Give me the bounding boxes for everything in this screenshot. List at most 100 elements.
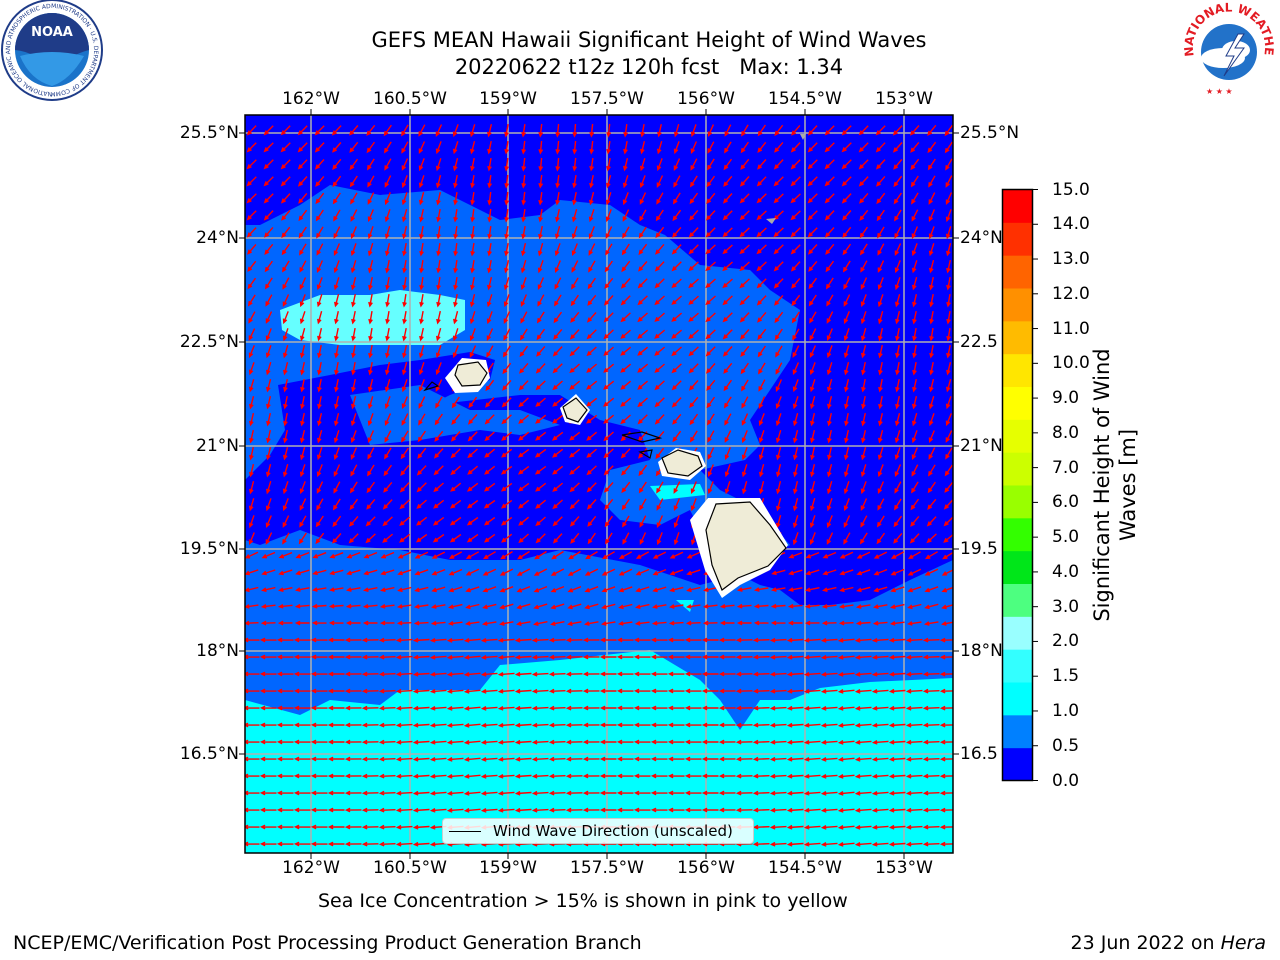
wind-arrow — [317, 328, 323, 342]
wind-arrow — [314, 159, 325, 170]
wind-arrow — [876, 175, 886, 187]
wind-arrow — [826, 328, 833, 341]
wind-arrow — [907, 586, 922, 593]
wind-arrow — [384, 175, 392, 188]
wind-arrow — [265, 498, 272, 512]
wind-arrow — [616, 790, 634, 796]
wind-arrow — [535, 431, 547, 441]
wind-arrow — [554, 243, 561, 257]
wind-arrow — [639, 175, 646, 189]
wind-arrow — [484, 414, 495, 425]
wind-arrow — [707, 141, 715, 154]
wind-arrow — [414, 569, 429, 576]
footer-branch: NCEP/EMC/Verification Post Processing Pr… — [13, 932, 642, 954]
lon-label-bottom: 156°W — [677, 858, 735, 878]
wind-arrow — [246, 227, 257, 238]
wind-arrow — [718, 637, 736, 643]
wind-arrow — [361, 756, 379, 762]
wind-arrow — [351, 310, 356, 325]
wind-arrow — [604, 498, 614, 510]
wind-arrow — [283, 362, 289, 376]
wind-arrow — [466, 533, 479, 543]
wind-arrow — [638, 447, 648, 459]
wind-arrow — [690, 141, 698, 154]
wind-arrow — [638, 243, 648, 256]
wind-arrow — [837, 756, 855, 762]
wind-arrow — [616, 688, 634, 694]
wind-arrow — [827, 429, 832, 444]
wind-arrow — [385, 226, 391, 240]
wind-arrow — [837, 841, 855, 847]
wind-arrow — [633, 790, 651, 796]
wind-arrow — [724, 141, 732, 154]
wind-arrow — [776, 515, 782, 529]
wind-arrow — [669, 586, 684, 593]
wind-arrow — [740, 362, 749, 375]
wind-arrow — [752, 654, 770, 660]
wind-arrow — [673, 158, 681, 171]
wind-arrow — [685, 620, 701, 626]
wind-arrow — [603, 448, 614, 459]
wind-arrow — [501, 533, 513, 543]
wind-arrow — [300, 361, 305, 376]
wind-arrow — [825, 243, 835, 255]
wind-arrow — [809, 345, 817, 358]
wind-arrow — [722, 295, 733, 306]
wind-arrow — [248, 362, 255, 376]
wind-arrow — [809, 362, 816, 376]
wind-arrow — [465, 603, 480, 610]
wind-arrow — [654, 329, 666, 339]
wind-arrow — [688, 261, 699, 272]
wind-arrow — [739, 176, 750, 187]
wind-arrow — [502, 345, 511, 358]
wind-arrow — [480, 671, 498, 677]
wind-arrow — [281, 226, 291, 239]
wind-arrow — [361, 722, 379, 728]
colorbar-block — [1002, 747, 1033, 781]
wind-arrow — [705, 244, 716, 255]
wind-arrow — [793, 498, 799, 512]
wind-arrow — [281, 243, 290, 256]
wind-arrow — [599, 739, 617, 745]
wind-arrow — [843, 277, 851, 290]
wind-arrow — [623, 158, 629, 172]
wind-arrow — [735, 807, 753, 813]
wind-arrow — [701, 756, 719, 762]
wind-arrow — [514, 671, 532, 677]
wind-arrow — [555, 226, 561, 240]
wind-arrow — [837, 671, 855, 677]
wind-arrow — [470, 294, 476, 308]
wind-arrow — [616, 705, 634, 711]
wind-arrow — [312, 552, 327, 559]
wind-arrow — [588, 243, 596, 256]
wind-arrow — [707, 481, 714, 495]
wind-arrow — [315, 175, 325, 187]
wind-arrow — [790, 261, 801, 272]
wind-arrow — [383, 124, 392, 137]
wind-arrow — [487, 208, 492, 223]
wind-arrow — [534, 448, 547, 458]
wind-arrow — [276, 739, 294, 745]
wind-arrow — [621, 260, 631, 273]
wind-arrow — [582, 722, 600, 728]
wind-arrow — [552, 448, 564, 458]
wind-arrow — [565, 756, 583, 762]
wind-arrow — [419, 242, 424, 257]
wind-arrow — [774, 294, 784, 306]
wind-arrow — [450, 482, 462, 492]
wind-arrow — [650, 773, 668, 779]
wind-arrow — [344, 824, 362, 830]
wind-arrow — [656, 515, 664, 528]
wind-arrow — [276, 807, 294, 813]
wind-arrow — [263, 142, 274, 153]
wind-arrow — [249, 464, 255, 478]
wind-arrow — [315, 532, 325, 545]
wind-arrow — [261, 569, 276, 576]
wind-arrow — [792, 379, 799, 393]
wind-arrow — [668, 620, 684, 626]
wind-arrow — [521, 225, 526, 240]
wind-arrow — [786, 671, 804, 677]
wind-arrow — [467, 431, 478, 442]
wind-arrow — [259, 688, 277, 694]
wind-arrow — [516, 621, 531, 626]
